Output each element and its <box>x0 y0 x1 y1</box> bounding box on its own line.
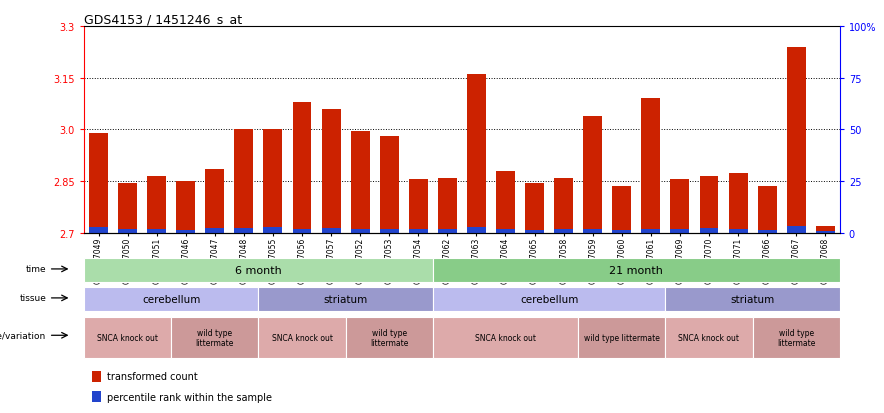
Text: wild type
littermate: wild type littermate <box>370 328 408 347</box>
Bar <box>525 230 544 233</box>
Text: tissue: tissue <box>19 294 46 303</box>
Bar <box>433 317 578 358</box>
Bar <box>816 231 834 233</box>
Bar <box>205 170 225 233</box>
Bar <box>205 228 225 233</box>
Bar <box>613 230 631 233</box>
Bar <box>234 130 254 233</box>
Text: percentile rank within the sample: percentile rank within the sample <box>107 392 271 402</box>
Bar <box>758 230 776 233</box>
Bar <box>346 317 433 358</box>
Bar <box>258 317 346 358</box>
Bar <box>234 229 254 233</box>
Bar <box>322 109 340 233</box>
Bar <box>613 187 631 233</box>
Bar <box>176 230 195 233</box>
Text: 21 month: 21 month <box>609 266 663 275</box>
Bar <box>496 230 515 233</box>
Bar <box>787 47 805 233</box>
Bar <box>816 226 834 233</box>
Bar <box>433 287 666 311</box>
Text: SNCA knock out: SNCA knock out <box>97 333 158 342</box>
Bar <box>467 75 486 233</box>
Bar <box>666 317 752 358</box>
Text: SNCA knock out: SNCA knock out <box>271 333 332 342</box>
Text: wild type
littermate: wild type littermate <box>195 328 234 347</box>
Text: wild type littermate: wild type littermate <box>583 333 659 342</box>
Text: time: time <box>26 265 46 274</box>
Text: transformed count: transformed count <box>107 371 197 381</box>
Bar <box>583 116 602 233</box>
Text: striatum: striatum <box>730 294 774 304</box>
Bar <box>525 183 544 233</box>
Bar <box>92 392 101 402</box>
Bar <box>171 317 258 358</box>
Bar <box>787 226 805 233</box>
Bar <box>728 173 748 233</box>
Bar <box>433 259 840 282</box>
Bar <box>322 228 340 233</box>
Bar <box>380 137 399 233</box>
Bar <box>728 229 748 233</box>
Bar <box>351 132 370 233</box>
Bar <box>670 230 690 233</box>
Bar <box>467 228 486 233</box>
Bar <box>380 229 399 233</box>
Text: SNCA knock out: SNCA knock out <box>475 333 536 342</box>
Bar <box>92 371 101 382</box>
Bar <box>666 287 840 311</box>
Bar <box>118 230 137 233</box>
Bar <box>118 183 137 233</box>
Bar <box>758 187 776 233</box>
Text: GDS4153 / 1451246_s_at: GDS4153 / 1451246_s_at <box>84 13 242 26</box>
Bar <box>438 178 457 233</box>
Text: wild type
littermate: wild type littermate <box>777 328 815 347</box>
Bar <box>670 180 690 233</box>
Bar <box>496 171 515 233</box>
Bar <box>583 229 602 233</box>
Text: striatum: striatum <box>324 294 368 304</box>
Bar <box>263 130 282 233</box>
Bar <box>578 317 666 358</box>
Bar <box>408 180 428 233</box>
Bar <box>258 287 433 311</box>
Bar <box>293 229 311 233</box>
Bar <box>176 182 195 233</box>
Bar <box>642 229 660 233</box>
Bar <box>263 227 282 233</box>
Text: cerebellum: cerebellum <box>142 294 201 304</box>
Bar <box>408 230 428 233</box>
Bar <box>89 227 108 233</box>
Bar <box>84 259 433 282</box>
Text: genotype/variation: genotype/variation <box>0 331 46 340</box>
Text: cerebellum: cerebellum <box>520 294 578 304</box>
Text: SNCA knock out: SNCA knock out <box>679 333 740 342</box>
Bar <box>554 230 573 233</box>
Bar <box>351 230 370 233</box>
Bar <box>699 228 719 233</box>
Text: 6 month: 6 month <box>235 266 282 275</box>
Bar <box>148 176 166 233</box>
Bar <box>84 317 171 358</box>
Bar <box>148 229 166 233</box>
Bar <box>642 99 660 233</box>
Bar <box>293 102 311 233</box>
Bar <box>752 317 840 358</box>
Bar <box>438 229 457 233</box>
Bar <box>699 176 719 233</box>
Bar <box>89 133 108 233</box>
Bar <box>84 287 258 311</box>
Bar <box>554 178 573 233</box>
